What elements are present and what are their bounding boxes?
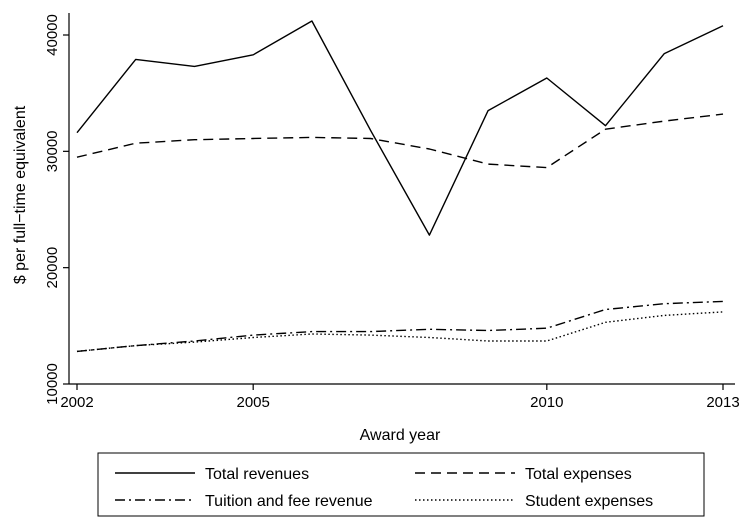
legend-label-0: Total revenues (205, 466, 309, 483)
y-tick-label: 30000 (44, 130, 61, 172)
y-tick-label: 10000 (44, 363, 61, 405)
series-line-0 (76, 20, 724, 236)
x-axis-title: Award year (360, 427, 441, 444)
legend-box (97, 452, 705, 517)
x-tick-label: 2013 (706, 394, 739, 411)
legend-label-1: Total expenses (525, 466, 632, 483)
legend-label-2: Tuition and fee revenue (205, 493, 373, 510)
y-tick-label: 40000 (44, 14, 61, 56)
x-tick-label: 2005 (236, 394, 269, 411)
x-tick-label: 2010 (530, 394, 563, 411)
axes: 2002 2005 2010 2013 10000 20000 30000 40000 (44, 13, 740, 411)
series-line-3 (76, 311, 724, 353)
series-line-2 (76, 300, 724, 353)
plot-area (76, 20, 724, 353)
legend-label-3: Student expenses (525, 493, 653, 510)
legend: Total revenues Total expenses Tuition and … (97, 452, 705, 517)
y-axis-title: $ per full−time equivalent (12, 105, 29, 284)
series-line-1 (76, 113, 724, 169)
y-tick-label: 20000 (44, 247, 61, 289)
x-tick-label: 2002 (60, 394, 93, 411)
